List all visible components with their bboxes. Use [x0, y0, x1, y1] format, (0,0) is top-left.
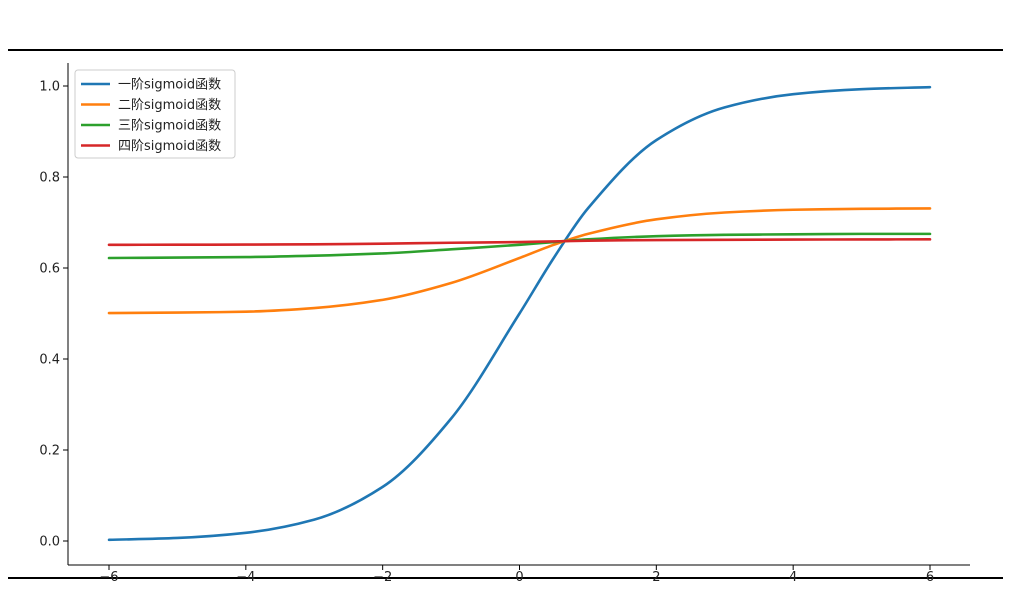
series-line-4: [107, 238, 932, 247]
x-tick-label: −4: [236, 570, 255, 585]
x-ticks: −6 −4 −2 0 2 4 6: [99, 565, 934, 585]
y-tick-label: 0.4: [39, 353, 60, 368]
x-tick-label: −2: [373, 570, 392, 585]
legend-label: 三阶sigmoid函数: [118, 119, 221, 134]
y-ticks: 0.0 0.2 0.4 0.6 0.8 1.0: [39, 80, 68, 550]
series-line-2: [107, 207, 932, 315]
series-line-1: [107, 85, 932, 542]
legend-label: 一阶sigmoid函数: [118, 78, 221, 93]
series-line-3: [107, 232, 932, 260]
y-tick-label: 1.0: [39, 80, 60, 95]
y-tick-label: 0.2: [39, 444, 60, 459]
legend-label: 四阶sigmoid函数: [118, 139, 221, 154]
x-tick-label: −6: [99, 570, 118, 585]
legend-label: 二阶sigmoid函数: [118, 98, 221, 113]
x-tick-label: 0: [515, 570, 523, 585]
y-tick-label: 0.8: [39, 171, 60, 186]
x-tick-label: 4: [789, 570, 797, 585]
series-lines: [107, 85, 932, 542]
x-tick-label: 6: [926, 570, 934, 585]
legend: 一阶sigmoid函数二阶sigmoid函数三阶sigmoid函数四阶sigmo…: [74, 69, 236, 159]
y-tick-label: 0.0: [39, 535, 60, 550]
y-tick-label: 0.6: [39, 262, 60, 277]
x-tick-label: 2: [652, 570, 660, 585]
legend-box: [74, 69, 236, 159]
